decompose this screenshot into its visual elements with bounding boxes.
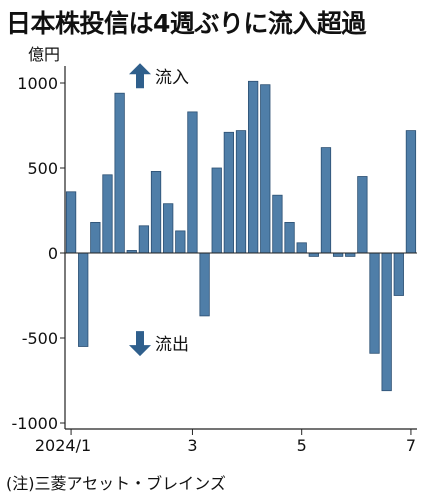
bars: [65, 80, 417, 392]
chart-title: 日本株投信は4週ぶりに流入超過: [6, 9, 366, 38]
annotation-label: 流出: [155, 335, 189, 355]
bar: [223, 131, 235, 254]
bar: [138, 225, 150, 254]
outflow-annotation: 流出: [129, 331, 189, 357]
bar: [357, 176, 368, 254]
bar: [199, 252, 210, 317]
y-tick-label: -500: [22, 329, 58, 348]
bar: [308, 252, 319, 257]
x-tick-label: 5: [297, 436, 307, 455]
y-tick-label: 0: [48, 244, 58, 263]
bar: [187, 111, 198, 254]
arrow-up-icon: [129, 63, 151, 89]
y-axis-ticks: 1000 500 0 -500 -1000: [12, 74, 65, 433]
bar: [332, 252, 344, 257]
y-tick-label: 500: [27, 159, 58, 178]
bar: [163, 203, 174, 254]
bar: [114, 92, 125, 254]
bar: [78, 252, 89, 347]
x-axis-ticks: 2024/1 3 5 7: [35, 429, 416, 455]
bar: [320, 147, 332, 254]
bar: [284, 221, 295, 254]
bar: [345, 252, 356, 257]
bar: [405, 130, 417, 254]
bar: [102, 174, 113, 254]
bar: [296, 242, 307, 254]
bar: [211, 167, 222, 254]
y-tick-label: -1000: [12, 414, 59, 433]
bar: [272, 194, 283, 254]
bar: [175, 230, 186, 254]
bar: [260, 84, 271, 254]
annotation-label: 流入: [155, 68, 189, 88]
x-tick-label: 2024/1: [35, 436, 91, 455]
y-unit-label: 億円: [28, 45, 60, 64]
axes: [64, 66, 417, 430]
bar: [235, 130, 247, 254]
x-tick-label: 3: [187, 436, 197, 455]
inflow-annotation: 流入: [129, 63, 189, 89]
y-tick-label: 1000: [17, 74, 58, 93]
arrow-down-icon: [129, 331, 151, 357]
source-note: (注)三菱アセット・ブレインズ: [6, 474, 226, 493]
bar: [65, 191, 77, 254]
bar: [247, 80, 259, 254]
x-tick-label: 7: [406, 436, 416, 455]
bar: [369, 252, 380, 354]
bar: [381, 252, 392, 392]
bar: [90, 221, 101, 254]
bar: [393, 252, 404, 296]
bar: [150, 170, 162, 254]
